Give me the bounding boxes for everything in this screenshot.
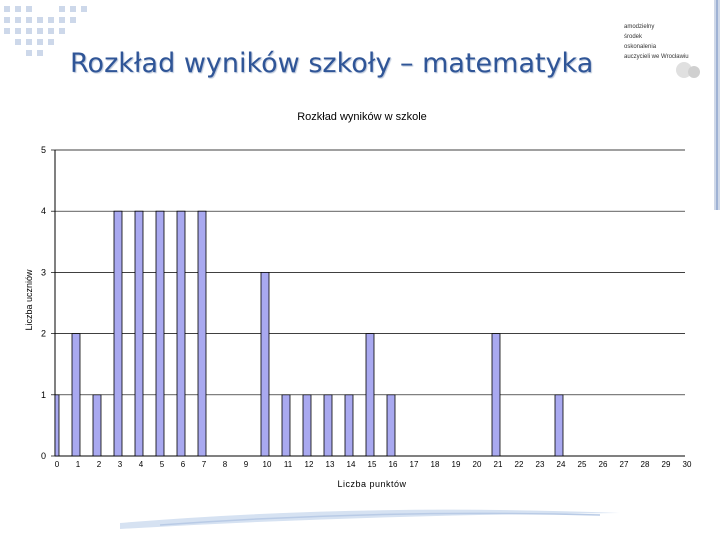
x-tick-label: 7 [202, 460, 207, 469]
bar [281, 394, 291, 457]
decorative-dot [70, 6, 76, 12]
x-tick-label: 18 [431, 460, 440, 469]
x-tick-label: 1 [76, 460, 81, 469]
right-edge-accent [714, 0, 720, 210]
x-tick-label: 10 [263, 460, 272, 469]
bar [134, 210, 144, 457]
decorative-dot [15, 6, 21, 12]
y-tick-label: 3 [41, 267, 46, 277]
decorative-dot [15, 28, 21, 34]
x-tick-label: 26 [599, 460, 608, 469]
logo-line-4: auczycieli we Wrocławiu [624, 54, 689, 60]
x-tick-label: 11 [284, 460, 293, 469]
decorative-dot [26, 6, 32, 12]
decorative-dot [59, 28, 65, 34]
decorative-dot [4, 28, 10, 34]
logo-mark-icon [676, 62, 700, 78]
bar [554, 394, 564, 457]
decorative-dot [26, 50, 32, 56]
decorative-dot [81, 6, 87, 12]
decorative-dot [37, 28, 43, 34]
decorative-dot [26, 39, 32, 45]
slide-title: Rozkład wyników szkoły – matematyka [70, 48, 594, 79]
logo-line-1: amodzielny [624, 24, 655, 30]
bar [155, 210, 165, 457]
logo-line-2: środek [624, 34, 643, 40]
bar [113, 210, 123, 457]
y-tick-label: 0 [41, 451, 46, 461]
bar [54, 394, 60, 457]
decorative-dot [4, 17, 10, 23]
x-tick-label: 24 [557, 460, 566, 469]
x-tick-label: 29 [662, 460, 671, 469]
decorative-dot [48, 39, 54, 45]
decorative-dot [15, 39, 21, 45]
x-tick-label: 20 [473, 460, 482, 469]
y-tick-label: 4 [41, 206, 46, 216]
x-tick-label: 27 [620, 460, 629, 469]
x-tick-label: 14 [347, 460, 356, 469]
decorative-dot [48, 28, 54, 34]
bar [386, 394, 396, 457]
x-tick-label: 5 [160, 460, 165, 469]
bar [323, 394, 333, 457]
decorative-dot [37, 50, 43, 56]
x-tick-label: 8 [223, 460, 228, 469]
x-tick-label: 28 [641, 460, 650, 469]
bar [92, 394, 102, 457]
bar [176, 210, 186, 457]
decorative-dot [15, 17, 21, 23]
bar [71, 333, 81, 457]
y-axis-label: Liczba uczniów [24, 269, 34, 331]
decorative-dot [4, 6, 10, 12]
chart-title: Rozkład wyników w szkole [297, 111, 427, 123]
decorative-dot [26, 17, 32, 23]
decorative-dot [26, 28, 32, 34]
y-tick-label: 5 [41, 145, 46, 155]
x-tick-label: 22 [515, 460, 524, 469]
decorative-dot [37, 39, 43, 45]
decorative-dot [37, 17, 43, 23]
bar [260, 271, 270, 457]
x-tick-label: 12 [305, 460, 314, 469]
x-tick-label: 25 [578, 460, 587, 469]
decorative-dot-pattern [4, 6, 87, 56]
x-tick-label: 9 [244, 460, 249, 469]
x-tick-labels: 0 1 2 3 4 5 6 7 8 9 10 11 12 13 14 15 16 17 18 19 20 21 22 23 24… [55, 460, 692, 469]
x-tick-label: 21 [494, 460, 503, 469]
decorative-dot [59, 17, 65, 23]
bar [197, 210, 207, 457]
institution-logo: amodzielny środek oskonalenia auczycieli… [612, 20, 712, 90]
decorative-dot [70, 17, 76, 23]
y-tick-label: 1 [41, 390, 46, 400]
x-tick-label: 19 [452, 460, 461, 469]
decorative-dot [59, 6, 65, 12]
x-tick-label: 13 [326, 460, 335, 469]
x-tick-label: 23 [536, 460, 545, 469]
x-tick-label: 6 [181, 460, 186, 469]
x-axis-label: Liczba punktów [337, 479, 406, 489]
bar [344, 394, 354, 457]
bar [302, 394, 312, 457]
x-tick-label: 30 [683, 460, 692, 469]
x-tick-label: 3 [118, 460, 123, 469]
decorative-dot [48, 17, 54, 23]
score-distribution-chart: Rozkład wyników w szkole Liczba uczniów … [24, 111, 692, 489]
logo-line-3: oskonalenia [624, 44, 657, 50]
bar [365, 333, 375, 457]
x-tick-label: 16 [389, 460, 398, 469]
bars [54, 210, 564, 457]
x-tick-label: 17 [410, 460, 419, 469]
x-tick-label: 2 [97, 460, 102, 469]
x-tick-label: 4 [139, 460, 144, 469]
x-tick-label: 15 [368, 460, 377, 469]
bar [491, 333, 501, 457]
y-tick-label: 2 [41, 329, 46, 339]
bottom-swoosh-decoration [120, 509, 620, 529]
x-tick-label: 0 [55, 460, 60, 469]
y-tick-labels: 0 1 2 3 4 5 [41, 145, 46, 461]
